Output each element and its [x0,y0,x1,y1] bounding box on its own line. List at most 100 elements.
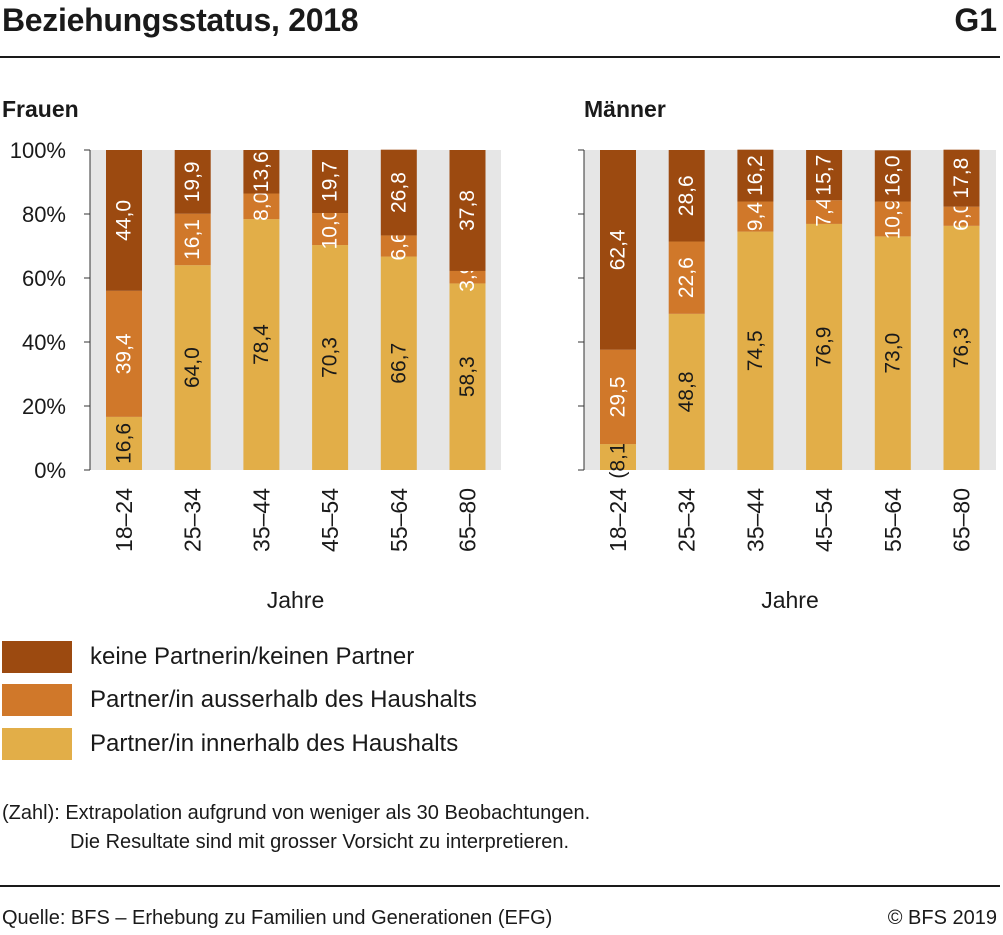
data-label-maenner-keine-0: 62,4 [607,229,630,270]
bar-maenner-innerhalb-2 [737,231,774,470]
x-tick-label-frauen-1: 25–34 [180,488,206,552]
legend-swatch-keine [2,641,72,673]
data-label-maenner-keine-2: 16,2 [744,155,767,196]
x-tick-label-frauen-5: 65–80 [455,488,481,552]
bar-maenner-ausserhalb-1 [668,241,705,314]
top-rule [0,56,1000,58]
data-label-maenner-ausserhalb-5: 6,0 [950,202,973,231]
bar-maenner-keine-0 [600,150,636,350]
y-tick-label-4: 80% [22,202,66,227]
data-label-maenner-ausserhalb-1: 22,6 [675,257,698,298]
bar-frauen-ausserhalb-2 [243,193,280,220]
data-label-frauen-ausserhalb-2: 8,0 [250,192,273,221]
data-label-maenner-ausserhalb-3: 7,4 [813,197,836,227]
bar-maenner-ausserhalb-0 [600,349,636,445]
bar-maenner-innerhalb-4 [874,236,911,470]
chart-title: Beziehungsstatus, 2018 [2,2,359,38]
x-axis-title-maenner: Jahre [761,587,819,613]
x-axis-title-frauen: Jahre [267,587,325,613]
legend-label-ausserhalb: Partner/in ausserhalb des Haushalts [90,686,477,713]
plot-background-maenner [584,150,996,470]
y-tick-label-3: 60% [22,266,66,291]
data-label-maenner-keine-3: 15,7 [813,155,836,196]
x-tick-label-maenner-2: 35–44 [742,488,768,552]
panel-title-frauen: Frauen [2,96,79,122]
bar-frauen-ausserhalb-0 [106,290,142,417]
bar-frauen-ausserhalb-1 [174,213,211,266]
y-tick-label-2: 40% [22,330,66,355]
data-label-frauen-keine-3: 19,7 [319,161,342,202]
bar-frauen-innerhalb-5 [449,283,486,470]
bar-maenner-innerhalb-0 [600,444,636,470]
bar-frauen-keine-1 [174,150,211,214]
legend-item-ausserhalb: Partner/in ausserhalb des Haushalts [2,683,477,717]
data-label-frauen-keine-0: 44,0 [113,200,136,241]
data-label-frauen-innerhalb-1: 64,0 [181,347,204,388]
bar-frauen-ausserhalb-5 [449,270,486,284]
bar-frauen-ausserhalb-3 [312,213,349,246]
bar-frauen-keine-5 [449,150,486,271]
copyright: © BFS 2019 [887,907,997,929]
data-label-maenner-innerhalb-3: 76,9 [813,327,836,368]
data-label-frauen-innerhalb-0: 16,6 [113,423,136,464]
bar-maenner-innerhalb-3 [806,223,843,470]
footnote-line-2: Die Resultate sind mit grosser Vorsicht … [70,831,570,853]
data-label-maenner-keine-1: 28,6 [675,175,698,216]
data-label-maenner-innerhalb-5: 76,3 [950,327,973,368]
legend-swatch-innerhalb [2,728,72,760]
bar-maenner-keine-1 [668,150,705,242]
bar-frauen-innerhalb-1 [174,265,211,470]
bar-frauen-innerhalb-3 [312,245,349,470]
data-label-frauen-ausserhalb-4: 6,6 [387,231,410,260]
data-label-frauen-keine-2: 13,6 [250,151,273,192]
data-label-frauen-ausserhalb-0: 39,4 [113,333,136,374]
x-tick-label-maenner-4: 55–64 [880,488,906,552]
x-tick-label-frauen-0: 18–24 [111,488,137,552]
x-tick-label-maenner-1: 25–34 [674,488,700,552]
bar-frauen-keine-3 [312,150,349,214]
data-label-maenner-innerhalb-0: (8,1) [607,435,630,478]
data-label-maenner-innerhalb-4: 73,0 [881,333,904,374]
data-label-frauen-innerhalb-5: 58,3 [456,356,479,397]
data-label-frauen-keine-1: 19,9 [181,161,204,202]
bar-frauen-keine-2 [243,150,280,194]
bar-maenner-keine-5 [943,149,980,207]
plot-background-frauen [90,150,501,470]
bar-maenner-ausserhalb-4 [874,201,911,237]
chart-area: Frauen 0% 20% 40% 60% 80% 100% 16,6 39,4 44,0 18–2… [2,96,996,613]
footnote-line-1: (Zahl): Extrapolation aufgrund von wenig… [2,802,591,824]
bar-frauen-ausserhalb-4 [380,235,417,257]
x-tick-label-maenner-0: 18–24 [605,488,631,552]
x-tick-label-frauen-2: 35–44 [248,488,274,552]
data-label-maenner-innerhalb-1: 48,8 [675,371,698,412]
bar-maenner-keine-4 [874,150,911,202]
data-label-maenner-ausserhalb-2: 9,4 [744,202,767,232]
bar-frauen-innerhalb-0 [106,416,142,470]
legend-label-innerhalb: Partner/in innerhalb des Haushalts [90,730,459,757]
legend-label-keine: keine Partnerin/keinen Partner [90,643,415,670]
data-label-maenner-keine-4: 16,0 [881,155,904,196]
bar-maenner-ausserhalb-2 [737,201,774,232]
data-label-maenner-keine-5: 17,8 [950,158,973,199]
data-label-frauen-innerhalb-3: 70,3 [319,337,342,378]
data-label-maenner-ausserhalb-0: 29,5 [607,376,630,417]
y-tick-label-0: 0% [34,458,66,483]
legend-item-keine: keine Partnerin/keinen Partner [2,640,414,674]
bar-maenner-innerhalb-1 [668,313,705,470]
bar-frauen-keine-4 [380,149,417,236]
y-tick-label-1: 20% [22,394,66,419]
data-label-frauen-innerhalb-4: 66,7 [387,343,410,384]
panel-title-maenner: Männer [584,96,666,122]
x-tick-label-frauen-3: 45–54 [317,488,343,552]
data-label-frauen-ausserhalb-3: 10,0 [319,209,342,250]
bar-frauen-keine-0 [106,150,142,291]
legend-item-innerhalb: Partner/in innerhalb des Haushalts [2,727,458,761]
x-tick-label-maenner-5: 65–80 [949,488,975,552]
legend-swatch-ausserhalb [2,684,72,716]
figure-number: G1 [954,2,997,38]
data-label-frauen-ausserhalb-1: 16,1 [181,219,204,260]
y-tick-label-5: 100% [10,138,66,163]
x-tick-label-frauen-4: 55–64 [386,488,412,552]
data-label-frauen-keine-5: 37,8 [456,190,479,231]
bar-maenner-keine-2 [737,149,774,202]
